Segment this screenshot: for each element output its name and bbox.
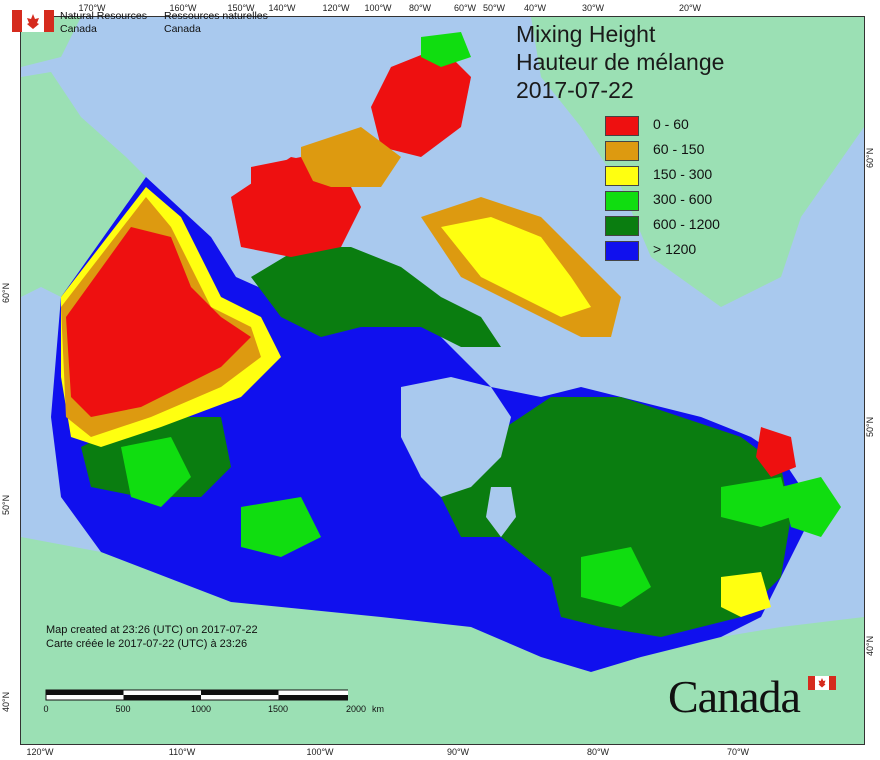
map-title: Mixing Height Hauteur de mélange 2017-07… [516,20,724,104]
agency-en-line1: Natural Resources [60,10,147,22]
scale-bar: 0 500 1000 1500 2000 km [28,688,384,718]
island-north-red [371,47,471,157]
lon-label-top: 140°W [268,3,296,13]
lon-label-top: 40°W [523,3,547,13]
lat-label-right: 40°N [865,635,875,656]
agency-name-fr: Ressources naturelles Canada [164,10,268,36]
lon-label-bottom: 120°W [26,747,54,757]
scale-label: 2000 [345,704,367,714]
flag-icon [12,10,54,32]
agency-fr-line2: Canada [164,23,201,35]
map-canvas [20,16,865,745]
scale-label: 500 [115,704,131,714]
lon-label-top: 160°W [169,3,197,13]
agency-en-line2: Canada [60,23,97,35]
zone-light-green-c [581,547,651,607]
zone-light-green-b [241,497,321,557]
legend-label: 150 - 300 [653,166,713,182]
lon-label-bottom: 70°W [726,747,750,757]
zone-red-west [66,227,251,417]
lat-label-left: 60°N [1,282,11,303]
newfoundland [781,477,841,537]
lat-label-left: 50°N [1,494,11,515]
legend-item: 300 - 600 [605,188,765,213]
legend-label: 600 - 1200 [653,216,720,232]
legend-swatch [605,141,639,161]
lon-label-top: 60°W [453,3,477,13]
title-fr: Hauteur de mélange [516,49,725,75]
credit-en: Map created at 23:26 (UTC) on 2017-07-22 [46,624,258,636]
lat-label-right: 50°N [865,416,875,437]
title-date: 2017-07-22 [516,77,634,103]
zone-dark-green-north [251,247,501,347]
scale-label: 1500 [267,704,289,714]
credit-fr: Carte créée le 2017-07-22 (UTC) à 23:26 [46,638,248,650]
lon-label-top: 30°W [581,3,605,13]
alaska-land [21,72,146,297]
legend: 0 - 60 60 - 150 150 - 300 300 - 600 600 - 12… [605,113,765,263]
zone-light-green-a [121,437,191,507]
lon-label-top: 20°W [678,3,702,13]
greenland-land [531,17,864,307]
canada-wordmark: Canada [668,671,801,722]
legend-swatch [605,166,639,186]
wordmark-flag-icon [808,676,836,690]
scale-label: 1000 [190,704,212,714]
legend-item: 60 - 150 [605,138,765,163]
lat-label-left: 40°N [1,691,11,712]
legend-item: > 1200 [605,238,765,263]
legend-item: 0 - 60 [605,113,765,138]
island-baffin-yellow [441,217,591,317]
agency-name-en: Natural Resources Canada [60,10,147,36]
lat-label-right: 60°N [865,147,875,168]
lon-label-bottom: 100°W [306,747,334,757]
title-en: Mixing Height [516,21,656,47]
zone-dark-green-east [421,397,791,637]
scale-label: 0 [43,704,49,714]
lon-label-top: 80°W [408,3,432,13]
mixing-height-map [21,17,864,744]
james-bay [486,487,516,537]
labrador-coast-red [756,427,796,477]
map-credit: Map created at 23:26 (UTC) on 2017-07-22… [46,623,258,651]
agency-fr-line1: Ressources naturelles [164,10,268,22]
maritimes-yellow [721,572,771,617]
legend-swatch [605,241,639,261]
legend-item: 600 - 1200 [605,213,765,238]
legend-item: 150 - 300 [605,163,765,188]
legend-swatch [605,116,639,136]
lon-label-top: 100°W [364,3,392,13]
legend-swatch [605,191,639,211]
legend-label: 300 - 600 [653,191,713,207]
island-central-orange [301,127,401,187]
legend-swatch [605,216,639,236]
island-ellesmere-green [421,32,471,67]
lon-label-top: 170°W [78,3,106,13]
island-central-red [251,157,321,217]
zone-light-green-d [721,477,791,527]
lon-label-top: 150°W [227,3,255,13]
scale-unit: km [372,704,384,714]
scale-bar-graphic [45,689,357,701]
legend-label: 0 - 60 [653,116,689,132]
legend-label: > 1200 [653,241,697,257]
lon-label-bottom: 80°W [586,747,610,757]
lon-label-top: 50°W [482,3,506,13]
lon-label-bottom: 90°W [446,747,470,757]
lon-label-top: 120°W [322,3,350,13]
legend-label: 60 - 150 [653,141,705,157]
hudson-bay [401,377,511,497]
agency-signature: Natural Resources Canada Ressources natu… [12,10,268,36]
lon-label-bottom: 110°W [168,747,196,757]
